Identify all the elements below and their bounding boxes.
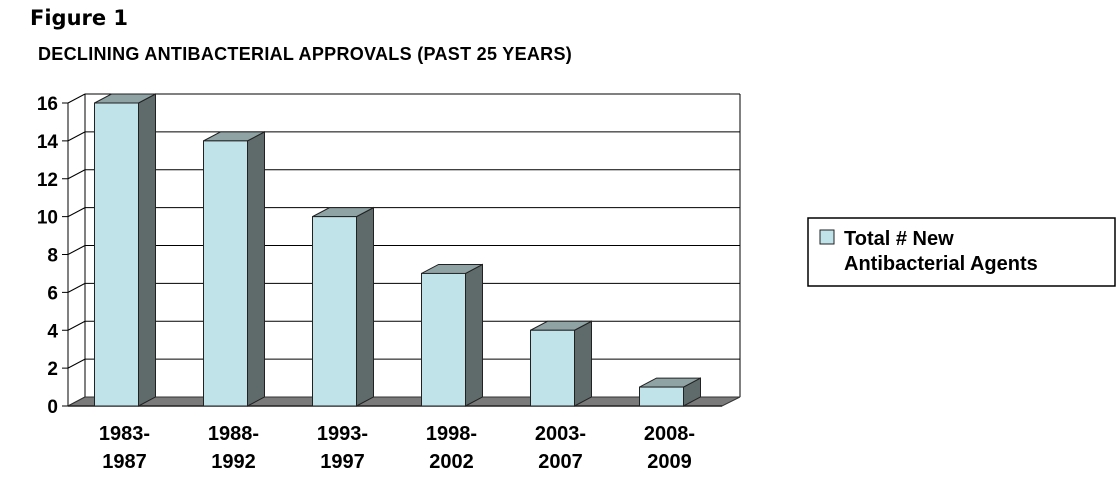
bar-front [530, 329, 575, 407]
bar-front [203, 140, 248, 407]
grid-connector [67, 169, 86, 180]
x-tick-label: 1988- 1992 [208, 423, 259, 473]
bar-front [94, 102, 139, 407]
grid-connector [67, 207, 86, 218]
x-tick-line: 2009 [647, 451, 692, 473]
legend: Total # New Antibacterial Agents [807, 217, 1116, 287]
x-tick-label: 1993- 1997 [317, 423, 368, 473]
bar-front [421, 272, 466, 407]
legend-line: Total # New [844, 228, 954, 250]
bar-side [247, 131, 265, 407]
y-tick-label: 12 [37, 170, 58, 191]
grid-connector [67, 320, 86, 331]
legend-label: Total # New Antibacterial Agents [844, 228, 1038, 275]
x-tick-line: 1997 [320, 451, 365, 473]
bar [530, 320, 592, 407]
bar-side [574, 320, 592, 407]
x-tick-line: 2007 [538, 451, 583, 473]
figure-label: Figure 1 [30, 6, 129, 30]
chart-title: DECLINING ANTIBACTERIAL APPROVALS (PAST … [38, 44, 573, 64]
x-tick-label: 1998- 2002 [426, 423, 477, 473]
grid-lines [67, 93, 741, 407]
legend-box [807, 217, 1116, 287]
bar-side [465, 263, 483, 407]
legend-swatch [819, 229, 835, 245]
x-tick-label: 2003- 2007 [535, 423, 586, 473]
y-tick-label: 0 [47, 397, 58, 418]
bar [203, 131, 265, 407]
y-tick-label: 8 [47, 246, 58, 267]
grid-connector [67, 93, 86, 104]
grid-connector [67, 131, 86, 142]
x-tick-label: 2008- 2009 [644, 423, 695, 473]
y-tick-label: 16 [37, 94, 58, 115]
x-tick-line: 1987 [102, 451, 147, 473]
y-tick-label: 6 [47, 283, 58, 304]
bar [639, 377, 701, 407]
x-axis-ticks: 1983- 1987 1988- 1992 1993- 1997 1998- 2002 2003… [99, 423, 695, 473]
y-tick-label: 10 [37, 208, 58, 229]
x-tick-line: 1983- [99, 423, 150, 445]
y-tick-label: 2 [47, 359, 58, 380]
bar [421, 263, 483, 407]
x-tick-line: 1993- [317, 423, 368, 445]
bar [312, 206, 374, 407]
bar-side [356, 206, 374, 407]
x-tick-line: 1988- [208, 423, 259, 445]
bar-front [312, 216, 357, 407]
legend-line: Antibacterial Agents [844, 253, 1038, 275]
grid-connector [67, 245, 86, 255]
x-tick-line: 2002 [429, 451, 474, 473]
x-tick-line: 2008- [644, 423, 695, 445]
grid-connector [67, 358, 86, 369]
grid-connector [67, 282, 86, 293]
y-tick-label: 4 [47, 321, 58, 342]
x-tick-line: 1992 [211, 451, 256, 473]
bar-side [138, 93, 156, 407]
bars [94, 93, 701, 407]
x-tick-label: 1983- 1987 [99, 423, 150, 473]
y-axis-ticks: 0 2 4 6 8 10 12 14 16 [37, 94, 68, 418]
x-tick-line: 1998- [426, 423, 477, 445]
x-tick-line: 2003- [535, 423, 586, 445]
bar [94, 93, 156, 407]
bar-front [639, 386, 684, 407]
y-tick-label: 14 [37, 132, 59, 153]
